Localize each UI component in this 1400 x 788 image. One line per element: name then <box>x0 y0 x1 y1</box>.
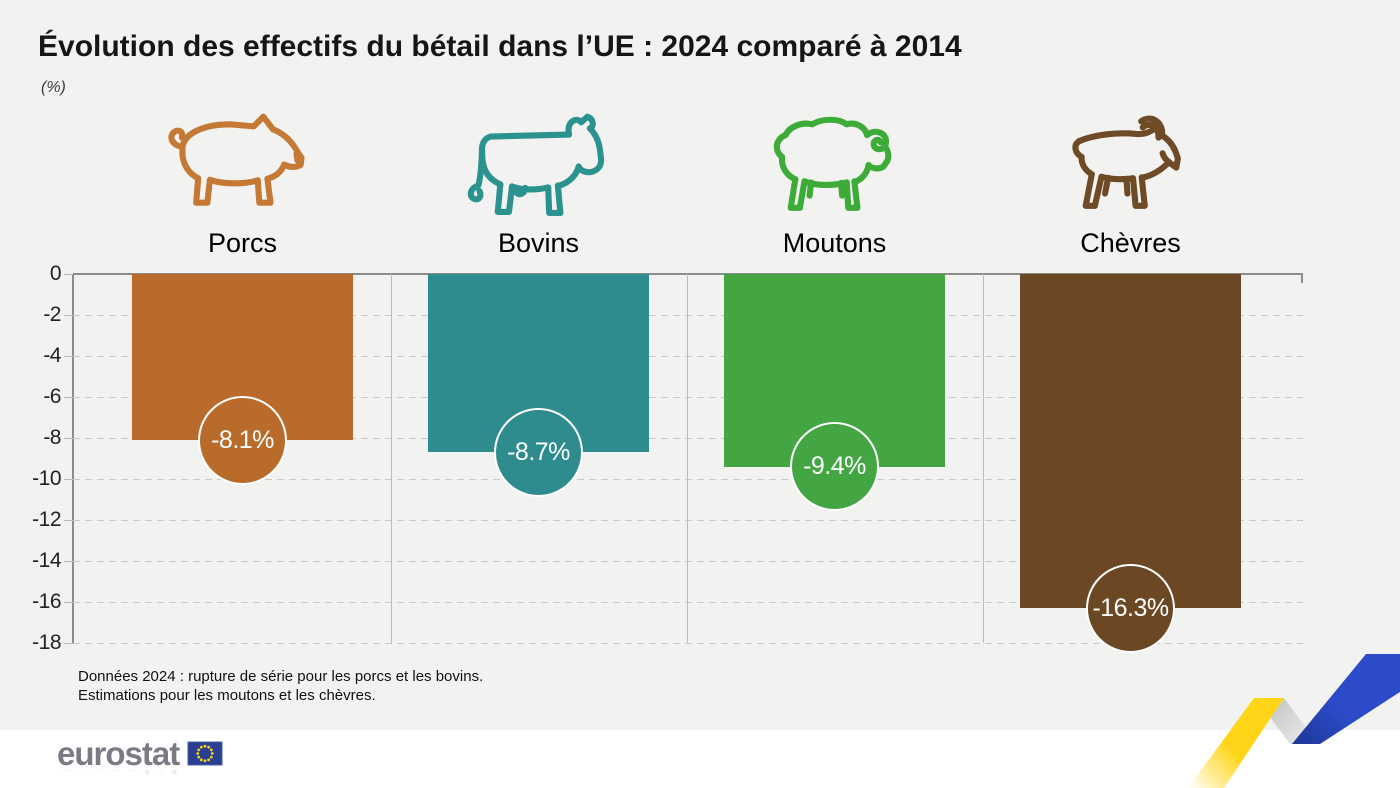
category-label-moutons: Moutons <box>782 228 887 258</box>
eu-flag-star <box>200 745 203 749</box>
category-label-chevres: Chèvres <box>1080 228 1181 258</box>
sheep-icon <box>773 116 892 211</box>
gridline--12 <box>73 520 1303 521</box>
y-tick-mark <box>64 396 73 398</box>
y-tick-label: 0 <box>49 262 62 285</box>
eu-flag-star <box>210 748 213 752</box>
y-tick-mark <box>64 273 73 275</box>
y-tick-mark <box>64 519 73 521</box>
category-header-bovins: Bovins <box>429 106 649 258</box>
y-tick-mark <box>64 601 73 603</box>
gridline--6 <box>73 397 1303 398</box>
y-tick-label: -12 <box>32 508 61 531</box>
y-tick-mark <box>64 560 73 562</box>
eu-flag-star <box>207 758 211 762</box>
eurostat-logo: eurostat eurostat <box>57 737 223 781</box>
category-separator <box>390 274 392 643</box>
gridline--2 <box>73 315 1303 316</box>
footer-band <box>0 730 1400 788</box>
y-tick-mark <box>64 642 73 644</box>
cow-icon <box>467 113 605 216</box>
ribbon-band-yellow <box>1188 698 1284 788</box>
unit-label: (%) <box>41 79 66 96</box>
value-badge-chevres: -16.3% <box>1086 563 1175 653</box>
plot-area: 0 -2 -4 -6 -8 -10 -12 -14 -16 -18 -8.1% -8.7% -9.4% -… <box>32 263 1303 654</box>
zero-baseline <box>73 273 1303 275</box>
zero-baseline-right-tick <box>1301 274 1303 283</box>
footnote-line-2: Estimations pour les moutons et les chèv… <box>78 687 376 704</box>
page-title: Évolution des effectifs du bétail dans l… <box>38 30 962 63</box>
eu-flag-star <box>197 755 201 759</box>
y-tick-label: -14 <box>32 549 61 572</box>
eu-flag-star <box>197 748 201 752</box>
eu-flag-star <box>203 759 207 763</box>
gridline--8 <box>73 438 1303 439</box>
y-axis-line <box>72 274 74 643</box>
value-badge-porcs: -8.1% <box>198 395 287 485</box>
gridline--18 <box>73 643 1303 644</box>
gridline--4 <box>73 356 1303 357</box>
y-tick-label: -18 <box>32 631 61 654</box>
y-tick-label: -2 <box>43 303 61 326</box>
eu-flag-star <box>210 755 213 759</box>
footnote-line-1: Données 2024 : rupture de série pour les… <box>78 668 484 685</box>
y-tick-mark <box>64 478 73 480</box>
eurostat-logo-reflection: eurostat <box>57 770 223 781</box>
value-badge-bovins: -8.7% <box>494 407 583 497</box>
ribbon-band-blue <box>1292 654 1400 744</box>
footnote: Données 2024 : rupture de série pour les… <box>78 667 483 705</box>
gridline--10 <box>73 479 1303 480</box>
pig-icon <box>168 113 305 206</box>
eurostat-logo-text: eurostat <box>57 735 180 772</box>
eu-flag-star <box>196 752 200 755</box>
category-separator <box>686 274 688 643</box>
y-tick-label: -4 <box>43 344 61 367</box>
category-header-chevres: Chèvres <box>1021 106 1241 258</box>
eu-flag-star <box>203 744 207 748</box>
bar-chevres <box>1020 274 1241 609</box>
eu-flag-star <box>200 758 203 762</box>
eu-flag-star <box>211 752 214 755</box>
eu-flag-icon <box>187 741 223 766</box>
value-badge-moutons: -9.4% <box>790 422 879 512</box>
y-tick-label: -6 <box>43 385 61 408</box>
y-tick-mark <box>64 314 73 316</box>
goat-icon <box>1072 115 1181 209</box>
eu-flag-star <box>207 745 211 749</box>
category-separator <box>982 274 984 643</box>
y-tick-mark <box>64 355 73 357</box>
y-tick-label: -16 <box>32 590 61 613</box>
category-label-porcs: Porcs <box>207 228 278 258</box>
category-label-bovins: Bovins <box>497 228 580 258</box>
y-tick-label: -8 <box>43 426 61 449</box>
y-tick-label: -10 <box>32 467 61 490</box>
category-header-porcs: Porcs <box>133 106 353 258</box>
y-tick-mark <box>64 437 73 439</box>
trend-ribbon-graphic <box>1188 654 1400 788</box>
gridline--14 <box>73 561 1303 562</box>
gridline--16 <box>73 602 1303 603</box>
category-header-moutons: Moutons <box>725 106 945 258</box>
